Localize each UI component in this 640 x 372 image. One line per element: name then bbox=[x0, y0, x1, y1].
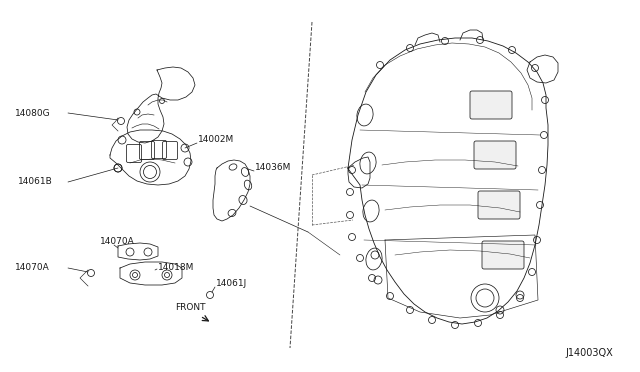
Text: J14003QX: J14003QX bbox=[565, 348, 613, 358]
Text: 14061J: 14061J bbox=[216, 279, 247, 289]
Text: 14061B: 14061B bbox=[18, 177, 52, 186]
Text: 14018M: 14018M bbox=[158, 263, 195, 272]
Text: 14070A: 14070A bbox=[15, 263, 50, 273]
FancyBboxPatch shape bbox=[478, 191, 520, 219]
FancyBboxPatch shape bbox=[470, 91, 512, 119]
Text: FRONT: FRONT bbox=[175, 304, 205, 312]
Text: 14080G: 14080G bbox=[15, 109, 51, 118]
Text: 14002M: 14002M bbox=[198, 135, 234, 144]
FancyBboxPatch shape bbox=[474, 141, 516, 169]
Text: 14036M: 14036M bbox=[255, 164, 291, 173]
Text: 14070A: 14070A bbox=[100, 237, 135, 247]
FancyBboxPatch shape bbox=[482, 241, 524, 269]
